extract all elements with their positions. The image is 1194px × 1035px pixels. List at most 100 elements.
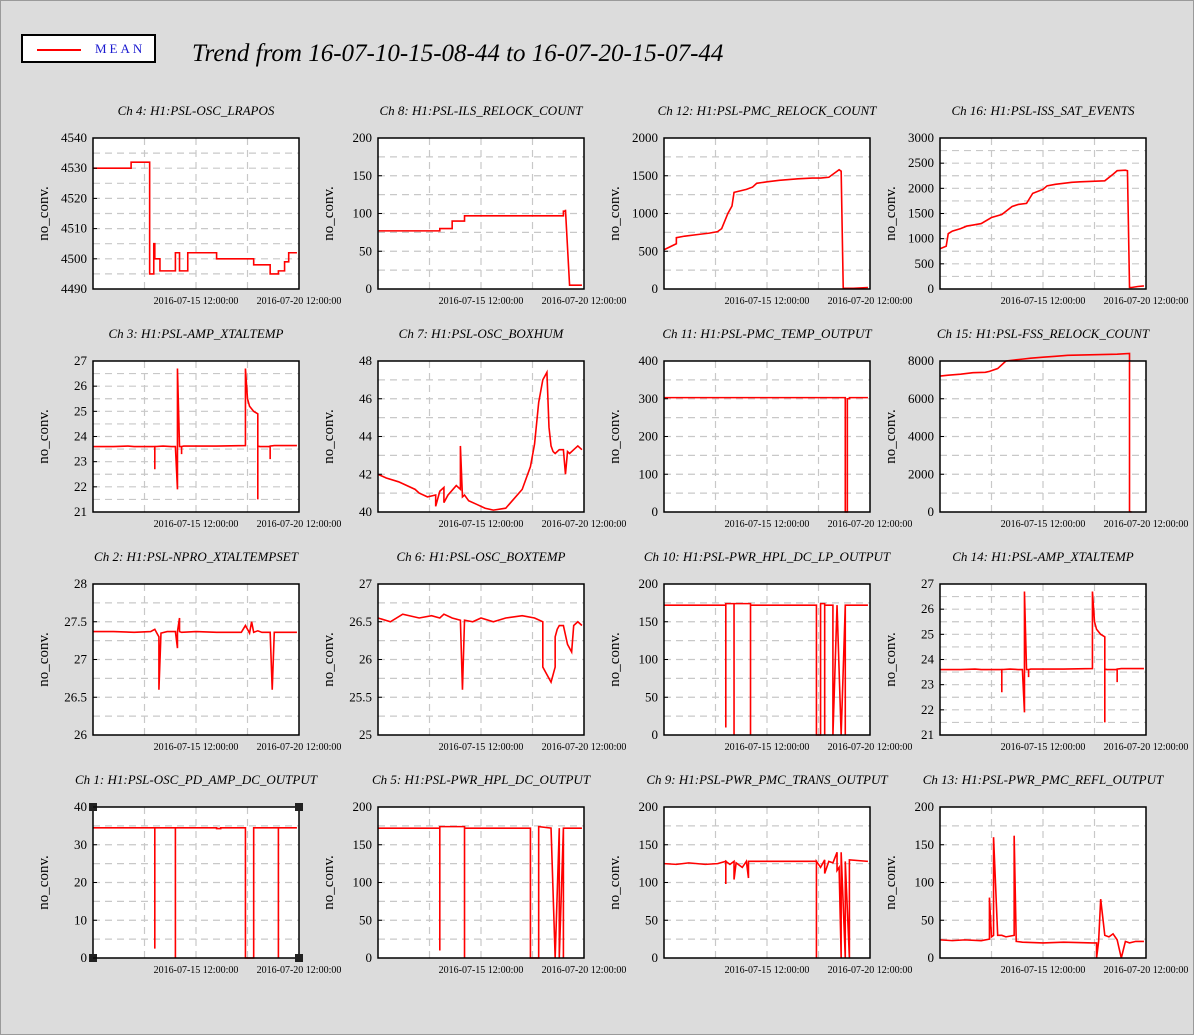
series-line	[377, 369, 583, 511]
selection-handle	[295, 954, 303, 962]
series-line	[939, 169, 1145, 289]
chart-title: Ch 13: H1:PSL-PWR_PMC_REFL_OUTPUT	[923, 772, 1164, 787]
x-tick-label: 2016-07-20 12:00:00	[1104, 742, 1189, 753]
x-tick-label: 2016-07-15 12:00:00	[725, 742, 810, 753]
y-tick-label: 50	[645, 689, 658, 704]
x-tick-label: 2016-07-15 12:00:00	[1001, 296, 1086, 307]
y-tick-label: 30	[74, 837, 87, 852]
chart-panel: 26 26.5 27 27.5 28 2016-07-15 12:00:00 2016-07…	[36, 549, 341, 753]
x-tick-label: 2016-07-15 12:00:00	[154, 965, 239, 976]
chart-title: Ch 12: H1:PSL-PMC_RELOCK_COUNT	[658, 103, 878, 118]
y-tick-label: 2000	[632, 130, 658, 145]
y-axis-label: no_conv.	[321, 409, 337, 463]
y-tick-label: 2000	[908, 466, 934, 481]
x-tick-label: 2016-07-20 12:00:00	[542, 296, 627, 307]
y-tick-label: 0	[652, 950, 659, 965]
y-tick-label: 2000	[908, 180, 934, 195]
y-axis-label: no_conv.	[36, 409, 52, 463]
y-tick-label: 0	[366, 950, 373, 965]
chart-title: Ch 10: H1:PSL-PWR_HPL_DC_LP_OUTPUT	[644, 549, 891, 564]
y-tick-label: 1500	[908, 206, 934, 221]
y-tick-label: 25	[74, 403, 87, 418]
y-tick-label: 27.5	[64, 614, 87, 629]
y-tick-label: 8000	[908, 353, 934, 368]
y-tick-label: 150	[639, 614, 659, 629]
y-tick-label: 100	[639, 466, 659, 481]
x-tick-label: 2016-07-20 12:00:00	[542, 742, 627, 753]
y-tick-label: 40	[74, 799, 87, 814]
y-tick-label: 27	[74, 353, 88, 368]
y-axis-label: no_conv.	[36, 855, 52, 909]
chart-title: Ch 1: H1:PSL-OSC_PD_AMP_DC_OUTPUT	[75, 772, 318, 787]
chart-title: Ch 15: H1:PSL-FSS_RELOCK_COUNT	[937, 326, 1150, 341]
x-tick-label: 2016-07-15 12:00:00	[725, 296, 810, 307]
chart-title: Ch 6: H1:PSL-OSC_BOXTEMP	[397, 549, 566, 564]
y-tick-label: 25.5	[349, 689, 372, 704]
x-tick-label: 2016-07-15 12:00:00	[725, 519, 810, 530]
chart-title: Ch 8: H1:PSL-ILS_RELOCK_COUNT	[380, 103, 584, 118]
y-axis-label: no_conv.	[321, 186, 337, 240]
y-tick-label: 46	[359, 391, 373, 406]
y-tick-label: 100	[353, 875, 373, 890]
y-tick-label: 4520	[61, 190, 87, 205]
chart-panel: 0 100 200 300 400 2016-07-15 12:00:00 2016-07-…	[607, 326, 912, 530]
y-tick-label: 400	[639, 353, 659, 368]
series-line	[939, 835, 1144, 959]
y-tick-label: 0	[928, 281, 935, 296]
series-line	[378, 825, 582, 959]
y-axis-label: no_conv.	[883, 632, 899, 686]
chart-panel: 0 2000 4000 6000 8000 2016-07-15 12:00:00 2016…	[883, 326, 1188, 530]
chart-panel: 0 50 100 150 200 2016-07-15 12:00:00 2016-07-2…	[321, 103, 626, 307]
y-axis-label: no_conv.	[321, 632, 337, 686]
y-axis-label: no_conv.	[883, 855, 899, 909]
x-tick-label: 2016-07-15 12:00:00	[1001, 742, 1086, 753]
y-tick-label: 100	[353, 206, 373, 221]
y-tick-label: 200	[639, 576, 659, 591]
x-tick-label: 2016-07-15 12:00:00	[154, 296, 239, 307]
x-tick-label: 2016-07-20 12:00:00	[1104, 965, 1189, 976]
y-tick-label: 26.5	[349, 614, 372, 629]
y-tick-label: 2500	[908, 155, 934, 170]
y-tick-label: 22	[921, 702, 934, 717]
y-axis-label: no_conv.	[321, 855, 337, 909]
series-line	[93, 368, 297, 500]
y-tick-label: 200	[639, 799, 659, 814]
chart-panel: 40 42 44 46 48 2016-07-15 12:00:00 2016-07-20 …	[321, 326, 626, 530]
y-tick-label: 0	[81, 950, 88, 965]
y-tick-label: 27	[74, 652, 88, 667]
y-tick-label: 100	[915, 875, 935, 890]
chart-panel: 21 22 23 24 25 26 27 2016-07-15 12:00:00 2016-07…	[36, 326, 341, 530]
y-tick-label: 27	[921, 576, 935, 591]
y-axis-label: no_conv.	[607, 855, 623, 909]
x-tick-label: 2016-07-20 12:00:00	[1104, 296, 1189, 307]
chart-title: Ch 11: H1:PSL-PMC_TEMP_OUTPUT	[662, 326, 872, 341]
y-tick-label: 4510	[61, 221, 87, 236]
y-tick-label: 50	[359, 912, 372, 927]
y-tick-label: 10	[74, 912, 87, 927]
series-line	[939, 352, 1132, 513]
legend: MEAN	[21, 34, 156, 63]
series-line	[93, 161, 297, 275]
y-tick-label: 20	[74, 875, 87, 890]
series-line	[93, 617, 297, 690]
y-tick-label: 150	[353, 837, 373, 852]
y-tick-label: 22	[74, 479, 87, 494]
y-tick-label: 1500	[632, 168, 658, 183]
y-axis-label: no_conv.	[883, 409, 899, 463]
page-title: Trend from 16-07-10-15-08-44 to 16-07-20…	[192, 40, 724, 67]
y-tick-label: 42	[359, 466, 372, 481]
series-line	[378, 209, 582, 287]
y-tick-label: 0	[928, 950, 935, 965]
y-tick-label: 24	[74, 429, 88, 444]
y-tick-label: 0	[366, 281, 373, 296]
y-tick-label: 4490	[61, 281, 87, 296]
y-axis-label: no_conv.	[607, 409, 623, 463]
y-tick-label: 500	[639, 243, 659, 258]
series-line	[663, 168, 868, 290]
chart-panel: 25 25.5 26 26.5 27 2016-07-15 12:00:00 2016-07…	[321, 549, 626, 753]
chart-panel: 0 50 100 150 200 2016-07-15 12:00:00 2016-07-2…	[607, 772, 912, 976]
y-tick-label: 40	[359, 504, 372, 519]
y-axis-label: no_conv.	[607, 186, 623, 240]
chart-title: Ch 5: H1:PSL-PWR_HPL_DC_OUTPUT	[372, 772, 591, 787]
